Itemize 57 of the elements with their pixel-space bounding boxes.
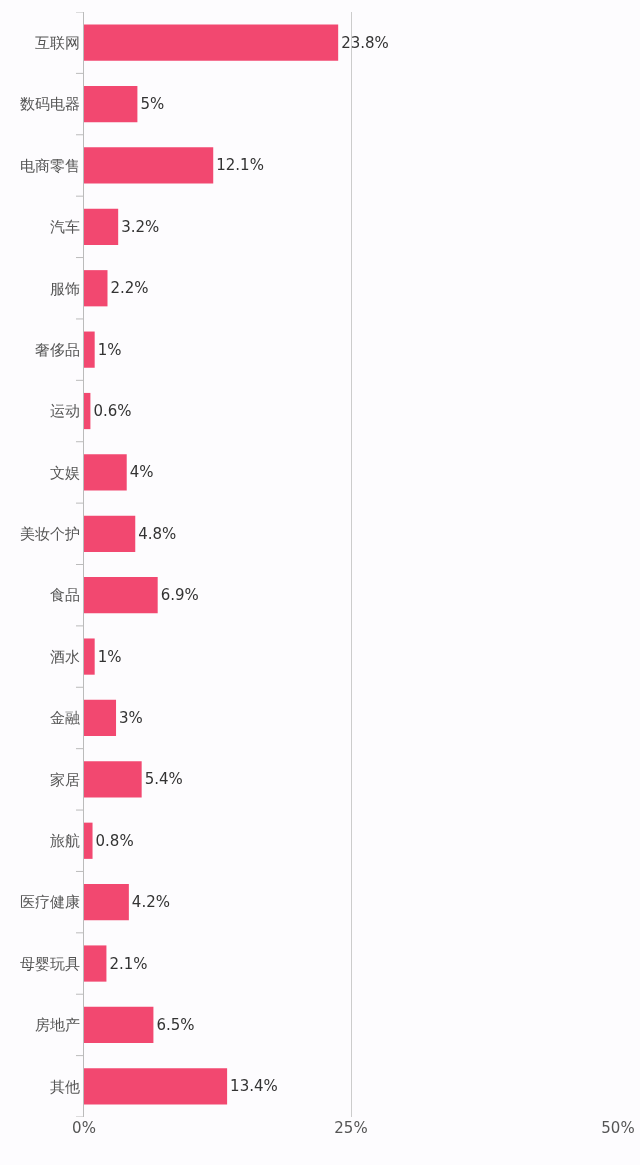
data-label: 0.6% (93, 402, 132, 421)
data-label: 3% (119, 708, 143, 727)
data-label: 3.2% (121, 217, 160, 236)
y-tick-label: 家居 (50, 770, 80, 789)
bar (84, 147, 214, 184)
data-label: 13.4% (230, 1077, 278, 1096)
bar (84, 1068, 228, 1105)
bar (84, 577, 158, 614)
data-label: 4.2% (131, 893, 170, 912)
bar (84, 822, 93, 859)
bar (84, 24, 339, 61)
bar (84, 208, 119, 245)
y-tick-label: 奢侈品 (35, 340, 80, 359)
data-label: 2.1% (109, 954, 148, 973)
data-label: 0.8% (95, 831, 134, 850)
x-tick-label: 50% (601, 1119, 635, 1137)
bar (84, 761, 142, 798)
bar (84, 454, 127, 491)
bar (84, 270, 108, 307)
data-label: 2.2% (110, 279, 149, 298)
x-tick-label: 25% (334, 1119, 368, 1137)
y-tick-label: 医疗健康 (20, 893, 80, 912)
data-label: 5% (140, 95, 165, 114)
data-label: 6.5% (156, 1015, 195, 1034)
y-tick-label: 电商零售 (20, 156, 80, 175)
bar (84, 945, 107, 982)
bar (84, 515, 136, 552)
data-label: 4% (129, 463, 154, 482)
y-tick-label: 文娱 (50, 463, 80, 482)
x-tick-label: 0% (72, 1119, 96, 1137)
y-tick-label: 互联网 (35, 33, 80, 52)
data-label: 5.4% (144, 770, 183, 789)
bar (84, 699, 117, 737)
y-tick-label: 服饰 (50, 279, 80, 298)
y-tick-label: 运动 (50, 402, 80, 421)
y-tick-label: 金融 (50, 709, 80, 728)
bar (84, 1006, 154, 1044)
data-label: 1% (97, 647, 122, 666)
bar (84, 392, 91, 430)
bar (84, 85, 138, 123)
y-tick-label: 母婴玩具 (20, 954, 80, 973)
data-label: 23.8% (341, 33, 389, 52)
bar (84, 884, 129, 921)
y-tick-label: 酒水 (50, 647, 80, 666)
bar (84, 331, 95, 368)
y-tick-label: 旅航 (50, 832, 80, 850)
y-tick-label: 食品 (50, 586, 80, 605)
y-tick-label: 数码电器 (20, 95, 80, 114)
y-tick-label: 汽车 (50, 218, 80, 237)
y-tick-label: 美妆个护 (20, 525, 80, 544)
data-label: 12.1% (216, 156, 264, 175)
bar (84, 638, 95, 675)
data-label: 1% (97, 340, 122, 359)
data-label: 6.9% (160, 586, 199, 605)
y-tick-label: 房地产 (35, 1016, 80, 1035)
data-label: 4.8% (138, 524, 177, 543)
y-tick-label: 其他 (50, 1077, 80, 1096)
